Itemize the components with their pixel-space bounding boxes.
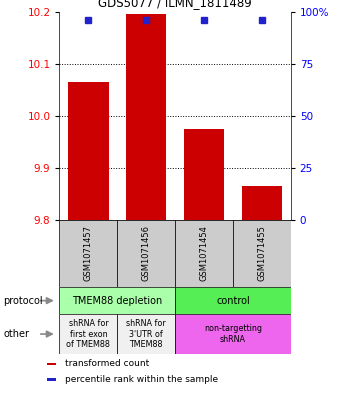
Bar bbox=[68, 82, 108, 220]
Text: non-targetting
shRNA: non-targetting shRNA bbox=[204, 324, 262, 344]
Bar bbox=[184, 129, 224, 220]
Bar bbox=[175, 314, 291, 354]
Bar bbox=[48, 362, 56, 365]
Text: protocol: protocol bbox=[3, 296, 43, 306]
Text: shRNA for
3'UTR of
TMEM88: shRNA for 3'UTR of TMEM88 bbox=[126, 319, 166, 349]
Bar bbox=[48, 378, 56, 380]
Bar bbox=[59, 287, 175, 314]
Text: GSM1071454: GSM1071454 bbox=[200, 226, 208, 281]
Bar bbox=[233, 220, 291, 287]
Bar bbox=[175, 220, 233, 287]
Text: TMEM88 depletion: TMEM88 depletion bbox=[72, 296, 163, 306]
Bar bbox=[126, 15, 167, 220]
Text: other: other bbox=[3, 329, 29, 339]
Bar bbox=[59, 220, 117, 287]
Text: control: control bbox=[216, 296, 250, 306]
Title: GDS5077 / ILMN_1811489: GDS5077 / ILMN_1811489 bbox=[98, 0, 252, 9]
Text: transformed count: transformed count bbox=[65, 359, 149, 368]
Text: GSM1071457: GSM1071457 bbox=[84, 226, 93, 281]
Text: shRNA for
first exon
of TMEM88: shRNA for first exon of TMEM88 bbox=[66, 319, 110, 349]
Bar bbox=[241, 186, 282, 220]
Text: GSM1071456: GSM1071456 bbox=[142, 226, 151, 281]
Bar bbox=[117, 220, 175, 287]
Bar bbox=[59, 314, 117, 354]
Text: GSM1071455: GSM1071455 bbox=[257, 226, 266, 281]
Bar bbox=[175, 287, 291, 314]
Bar bbox=[117, 314, 175, 354]
Text: percentile rank within the sample: percentile rank within the sample bbox=[65, 375, 218, 384]
